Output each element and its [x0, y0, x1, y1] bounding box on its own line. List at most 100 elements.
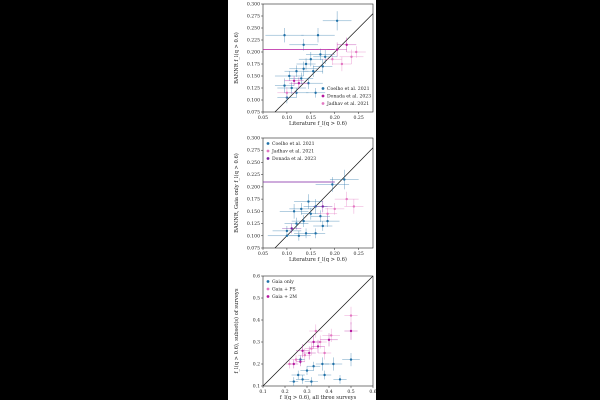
data-point — [295, 91, 298, 95]
legend-label: Donada et al. 2023 — [327, 94, 371, 100]
legend-label: Gaia + 2M — [272, 294, 297, 300]
data-point — [327, 338, 331, 341]
chart-panel-3: 0.1 0.2 0.3 0.4 0.5 0.6 0.1 0.2 0.3 0.4 0.5 0.6 f_l(… — [233, 274, 376, 400]
x-tick-label: 0.4 — [325, 389, 332, 395]
data-point — [352, 205, 356, 208]
series-1 — [289, 353, 360, 386]
y-tick-label: 0.275 — [247, 148, 260, 154]
data-point — [302, 43, 305, 46]
x-tick-label: 0.05 — [258, 115, 268, 121]
data-point — [319, 340, 322, 344]
legend-marker — [321, 87, 325, 90]
data-point — [312, 340, 315, 344]
data-point — [343, 178, 346, 181]
data-point — [340, 62, 344, 66]
data-point — [310, 347, 313, 350]
y-tick-label: 0.100 — [247, 98, 260, 104]
series-3 — [263, 181, 335, 234]
x-axis-label: Literature f_l(q > 0.6) — [289, 120, 347, 127]
data-point — [312, 365, 315, 368]
y-tick-label: 0.300 — [247, 136, 260, 142]
plot-frame — [262, 3, 374, 113]
data-point — [316, 34, 320, 37]
data-point — [326, 212, 329, 215]
series-2 — [318, 191, 364, 220]
y-tick-label: 0.275 — [247, 14, 260, 20]
data-point — [304, 232, 308, 235]
chart-panel-1: 0.05 0.10 0.15 0.20 0.25 0.075 0.100 0.125 0.150… — [233, 2, 374, 127]
data-point — [307, 200, 310, 203]
data-point — [309, 58, 313, 61]
x-tick-label: 0.10 — [282, 115, 292, 121]
data-point — [314, 329, 317, 333]
y-tick-label: 0.225 — [247, 172, 260, 178]
data-point — [285, 91, 289, 95]
y-tick-label: 0.100 — [247, 233, 260, 239]
y-tick-label: 0.075 — [247, 246, 260, 252]
y-tick-label: 0.250 — [247, 26, 260, 32]
data-point — [323, 351, 326, 355]
data-point — [331, 183, 334, 186]
legend-label: Coelho et al. 2021 — [272, 141, 315, 147]
x-tick-label: 0.6 — [369, 389, 376, 395]
data-point — [331, 58, 334, 61]
one-to-one-line — [274, 13, 373, 112]
data-point — [333, 207, 336, 211]
y-tick-label: 0.3 — [253, 340, 260, 346]
data-point — [309, 212, 313, 215]
y-axis-label: BANNR f_l(q > 0.6) — [233, 32, 240, 84]
data-point — [335, 48, 339, 51]
x-axis-label: Literature f_l(q > 0.6) — [289, 256, 347, 263]
y-tick-label: 0.250 — [247, 160, 260, 166]
y-tick-label: 0.300 — [247, 2, 260, 8]
y-tick-label: 0.2 — [253, 362, 260, 368]
x-tick-label: 0.25 — [354, 251, 364, 257]
legend-marker — [266, 142, 270, 145]
data-point — [285, 234, 289, 237]
figure: 0.05 0.10 0.15 0.20 0.25 0.075 0.100 0.125 0.150… — [228, 0, 376, 400]
y-tick-label: 0.075 — [247, 110, 260, 116]
data-point — [283, 84, 286, 87]
data-point — [338, 378, 342, 381]
data-point — [305, 369, 309, 372]
y-tick-label: 0.125 — [247, 221, 260, 227]
data-point — [290, 86, 293, 90]
x-tick-label: 0.15 — [306, 251, 316, 257]
series-2 — [285, 306, 358, 369]
legend-marker — [266, 287, 270, 291]
y-tick-label: 0.4 — [253, 318, 260, 324]
x-tick-label: 0.25 — [354, 115, 364, 121]
data-point — [301, 349, 304, 352]
plot-frame — [262, 275, 374, 387]
data-point — [326, 219, 329, 223]
figure-svg: 0.05 0.10 0.15 0.20 0.250.0750.1000.1250.150… — [233, 2, 376, 400]
legend-label: Jadhav et al. 2021 — [271, 149, 314, 155]
data-point — [295, 222, 298, 225]
x-tick-label: 0.05 — [258, 251, 268, 257]
y-tick-label: 0.175 — [247, 62, 260, 68]
data-point — [295, 70, 298, 73]
data-point — [303, 354, 306, 357]
x-tick-label: 0.20 — [330, 251, 340, 257]
data-point — [297, 82, 301, 85]
legend-marker — [266, 295, 270, 298]
data-point — [349, 329, 353, 333]
series-1 — [267, 169, 359, 241]
y-tick-label: 0.200 — [247, 184, 260, 190]
x-tick-label: 0.15 — [306, 115, 316, 121]
y-tick-label: 0.150 — [247, 209, 260, 215]
data-point — [302, 67, 305, 71]
legend-label: Gaia only — [272, 279, 294, 285]
data-point — [335, 19, 339, 22]
x-tick-label: 0.3 — [303, 389, 310, 395]
y-tick-label: 0.225 — [247, 38, 260, 44]
data-point — [355, 50, 358, 54]
data-point — [316, 345, 320, 348]
data-point — [290, 227, 293, 230]
data-point — [321, 65, 324, 68]
legend-marker — [266, 149, 270, 153]
y-tick-label: 0.125 — [247, 86, 260, 92]
series-3 — [277, 46, 366, 99]
y-tick-label: 0.1 — [253, 384, 260, 390]
